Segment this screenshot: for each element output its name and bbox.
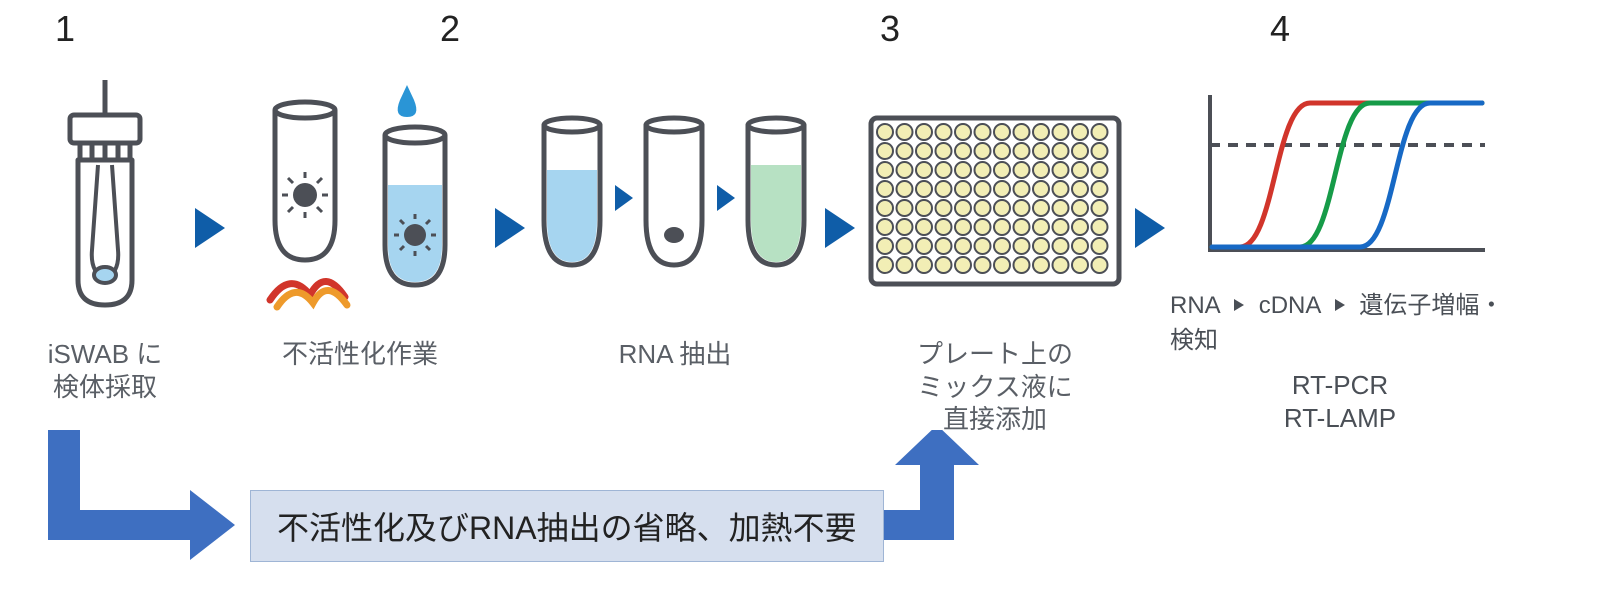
step-5-number: 4 — [1270, 8, 1290, 50]
chain-cdna: cDNA — [1259, 292, 1320, 319]
step-3-caption: RNA 抽出 — [619, 338, 732, 371]
wellplate-icon — [865, 100, 1125, 300]
method-rtlamp: RT-LAMP — [1284, 403, 1396, 433]
step-1: 1 iSWAB に 検体採取 — [20, 0, 190, 403]
arrow-3 — [820, 203, 860, 258]
step-2-caption: 不活性化作業 — [282, 338, 438, 371]
step-1-caption-line2: 検体採取 — [53, 372, 157, 402]
step-5: 4 RNA cDNA 遺伝子増幅・検知 RT-PCR RT-LAMP — [1170, 0, 1510, 434]
step-3: RNA 抽出 — [530, 0, 820, 371]
step-1-illustration — [50, 70, 160, 330]
step-5-methods: RT-PCR RT-LAMP — [1284, 369, 1396, 434]
step-1-number: 1 — [55, 8, 75, 50]
step-4-illustration — [865, 70, 1125, 330]
step-1-caption: iSWAB に 検体採取 — [48, 338, 163, 403]
inactivation-icon — [245, 80, 475, 320]
step-4: 3 プレート上の ミックス液に 直接添加 — [860, 0, 1130, 436]
arrow-4 — [1130, 203, 1170, 258]
rna-extraction-icon — [530, 90, 820, 310]
amplification-curves-icon — [1190, 85, 1490, 265]
method-rtpcr: RT-PCR — [1292, 370, 1388, 400]
skip-label-box: 不活性化及びRNA抽出の省略、加熱不要 — [250, 490, 884, 562]
step-2: 2 — [230, 0, 490, 371]
iswab-tube-icon — [50, 80, 160, 320]
step-5-illustration — [1190, 75, 1490, 275]
skip-annotation: 不活性化及びRNA抽出の省略、加熱不要 — [0, 430, 1600, 590]
step-4-caption-line2: ミックス液に — [917, 372, 1072, 402]
step-2-illustration — [245, 70, 475, 330]
step-2-number: 2 — [440, 8, 460, 50]
skip-label-text: 不活性化及びRNA抽出の省略、加熱不要 — [277, 510, 857, 546]
step-4-caption: プレート上の ミックス液に 直接添加 — [917, 338, 1073, 436]
chain-arrow-icon — [1333, 297, 1347, 313]
chain-rna: RNA — [1170, 292, 1219, 319]
workflow-row: 1 iSWAB に 検体採取 — [0, 0, 1600, 430]
chain-arrow-icon — [1232, 297, 1246, 313]
step-4-caption-line1: プレート上の — [917, 339, 1073, 369]
step-5-chain: RNA cDNA 遺伝子増幅・検知 — [1170, 285, 1510, 355]
step-4-number: 3 — [880, 8, 900, 50]
step-3-illustration — [530, 70, 820, 330]
arrow-2 — [490, 203, 530, 258]
arrow-1 — [190, 203, 230, 258]
step-1-caption-line1: iSWAB に — [48, 339, 163, 369]
